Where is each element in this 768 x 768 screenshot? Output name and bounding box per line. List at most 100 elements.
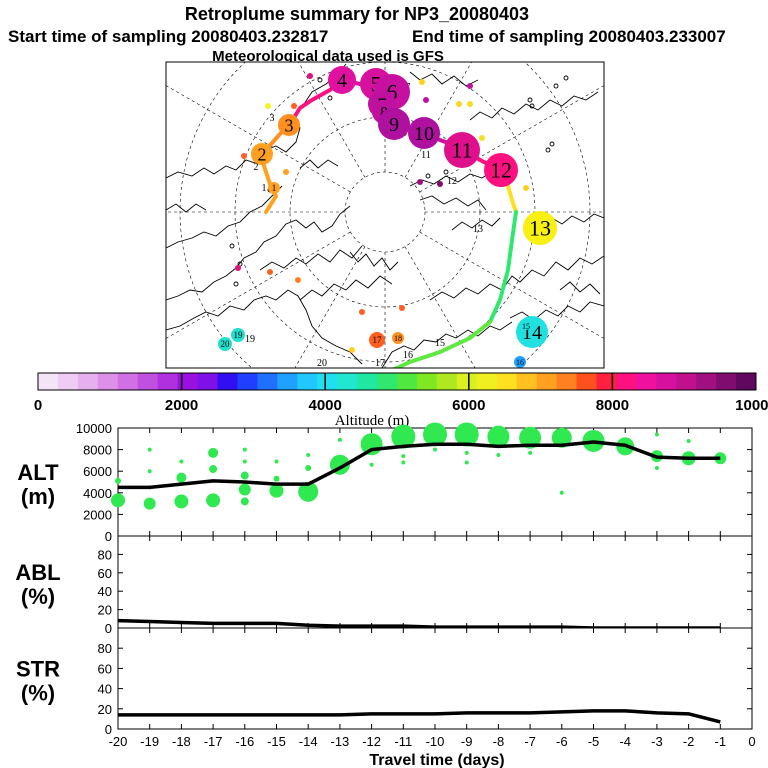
small-cluster-dot bbox=[419, 79, 425, 85]
map-cluster-label-15: 15 bbox=[522, 322, 530, 331]
alt-cluster bbox=[240, 471, 249, 480]
alt-cluster bbox=[305, 464, 312, 471]
small-cluster-dot bbox=[456, 101, 462, 107]
colorbar-swatch bbox=[117, 373, 139, 390]
colorbar-tick-label: 10000 bbox=[735, 397, 768, 414]
small-cluster-dot bbox=[359, 309, 365, 315]
map-cluster-19 bbox=[231, 328, 245, 342]
trajectory-segment bbox=[488, 210, 518, 324]
colorbar-swatch bbox=[357, 373, 378, 390]
map-number-label: 12 bbox=[447, 176, 457, 187]
colorbar-swatch bbox=[377, 373, 398, 390]
map-cluster-15 bbox=[522, 322, 530, 330]
y-tick-label: 2000 bbox=[83, 507, 112, 522]
y-axis-label: (m) bbox=[21, 484, 55, 509]
coastline bbox=[299, 275, 393, 301]
trajectory-segment bbox=[391, 320, 492, 368]
coastline bbox=[381, 321, 513, 368]
map-coastlines bbox=[166, 63, 604, 368]
small-cluster-dot bbox=[291, 103, 297, 109]
y-axis-label: (%) bbox=[21, 584, 55, 609]
alt-cluster bbox=[206, 493, 221, 508]
colorbar-swatch bbox=[476, 373, 498, 390]
small-cluster-dot bbox=[283, 169, 289, 175]
altitude-colorbar bbox=[37, 372, 757, 391]
polar-map: 1234567891011121314151617181920 12345678… bbox=[166, 62, 604, 369]
alt-cluster bbox=[654, 432, 659, 437]
colorbar-tick-label: 6000 bbox=[452, 397, 485, 414]
coastline bbox=[166, 185, 283, 249]
y-tick-label: 4000 bbox=[83, 486, 112, 501]
colorbar-swatch bbox=[656, 373, 677, 390]
alt-cluster bbox=[115, 477, 121, 484]
map-number-label: 2 bbox=[254, 162, 259, 173]
map-number-label: 17 bbox=[375, 358, 385, 369]
map-cluster-20 bbox=[218, 337, 232, 351]
colorbar-swatch bbox=[636, 373, 657, 390]
y-tick-label: 80 bbox=[98, 641, 112, 656]
colorbar-swatch bbox=[317, 373, 338, 390]
y-tick-label: 6000 bbox=[83, 464, 112, 479]
map-cluster-11 bbox=[444, 132, 480, 168]
y-tick-label: 40 bbox=[98, 584, 112, 599]
alt-cluster bbox=[464, 450, 469, 455]
y-axis-label: STR bbox=[16, 657, 60, 682]
met-data-text: Meteorological data used is GFS bbox=[212, 48, 444, 65]
island bbox=[327, 95, 333, 101]
alt-cluster bbox=[454, 422, 479, 447]
map-cluster-label-6: 6 bbox=[387, 80, 398, 105]
map-cluster-label-1: 1 bbox=[272, 183, 277, 193]
coastline bbox=[349, 251, 399, 271]
alt-cluster bbox=[401, 460, 406, 465]
alt-cluster bbox=[240, 497, 249, 506]
x-tick-label: -18 bbox=[172, 734, 191, 749]
alt-cluster bbox=[147, 469, 152, 474]
small-cluster-dot bbox=[267, 269, 273, 275]
map-number-label: 11 bbox=[421, 150, 431, 161]
y-tick-label: 8000 bbox=[83, 443, 112, 458]
colorbar-swatch bbox=[456, 373, 478, 390]
map-cluster-label-19: 19 bbox=[234, 330, 244, 340]
island bbox=[549, 141, 555, 147]
coastline bbox=[259, 245, 363, 271]
alt-cluster bbox=[464, 460, 469, 465]
x-tick-label: -20 bbox=[109, 734, 128, 749]
alt-cluster bbox=[519, 426, 542, 449]
y-tick-label: 0 bbox=[105, 529, 112, 544]
map-cluster-16 bbox=[514, 356, 526, 368]
x-tick-label: -10 bbox=[426, 734, 445, 749]
island bbox=[563, 75, 569, 81]
colorbar-swatch bbox=[217, 373, 238, 390]
alt-cluster bbox=[242, 459, 247, 464]
map-number-label: 1 bbox=[262, 183, 267, 194]
alt-cluster bbox=[487, 425, 510, 448]
y-tick-label: 20 bbox=[98, 702, 112, 717]
coastline bbox=[409, 169, 495, 187]
colorbar-frame bbox=[37, 372, 757, 391]
x-tick-label: -16 bbox=[235, 734, 254, 749]
x-tick-label: -17 bbox=[204, 734, 223, 749]
island bbox=[317, 77, 323, 83]
colorbar-swatch bbox=[616, 373, 637, 390]
colorbar-swatch bbox=[596, 373, 617, 390]
map-cluster-10 bbox=[408, 117, 440, 149]
colorbar-swatch bbox=[157, 373, 179, 390]
coastline bbox=[559, 281, 601, 295]
alt-cluster bbox=[337, 437, 342, 442]
x-tick-label: -13 bbox=[331, 734, 350, 749]
colorbar-swatch bbox=[297, 373, 318, 390]
abl-panel: 0 20 40 60 80 ABL(%) bbox=[15, 535, 753, 636]
small-cluster-dot bbox=[417, 179, 423, 185]
alt-cluster bbox=[433, 447, 437, 452]
alt-cluster bbox=[401, 454, 406, 459]
small-cluster-dot bbox=[295, 277, 301, 283]
small-cluster-dot bbox=[467, 101, 473, 107]
alt-cluster bbox=[559, 490, 564, 495]
colorbar-swatch bbox=[197, 373, 218, 390]
coastline bbox=[166, 205, 351, 301]
map-cluster-label-12: 12 bbox=[490, 158, 512, 183]
alt-cluster bbox=[179, 459, 184, 464]
y-tick-label: 80 bbox=[98, 547, 112, 562]
series-line bbox=[118, 440, 721, 490]
coastline bbox=[509, 301, 604, 321]
